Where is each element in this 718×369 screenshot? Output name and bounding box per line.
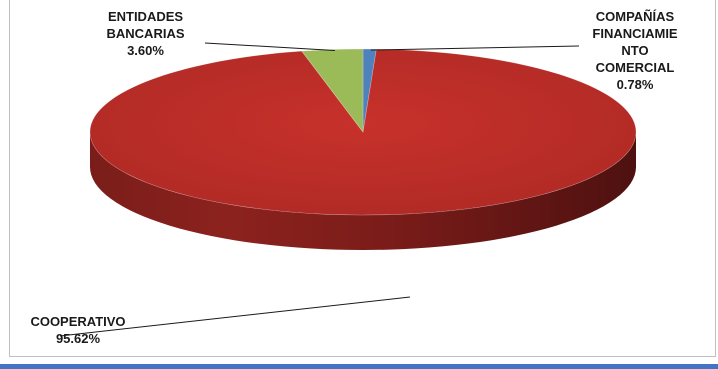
leader-line	[371, 46, 579, 50]
slice-name-line: COOPERATIVO	[18, 313, 138, 330]
pie-slices	[90, 49, 636, 250]
slice-value-label: 3.60%	[88, 42, 203, 59]
slice-name-line: ENTIDADES	[88, 8, 203, 25]
slice-name-line: FINANCIAMIE	[570, 25, 700, 42]
slice-label-companias: COMPAÑÍAS FINANCIAMIE NTO COMERCIAL 0.78…	[570, 8, 700, 93]
slice-name-line: BANCARIAS	[88, 25, 203, 42]
slice-label-cooperativo: COOPERATIVO 95.62%	[18, 313, 138, 347]
slice-value-label: 95.62%	[18, 330, 138, 347]
slice-name-line: NTO	[570, 42, 700, 59]
bottom-accent-bar	[0, 364, 718, 369]
slice-name-line: COMPAÑÍAS	[570, 8, 700, 25]
slice-label-entidades: ENTIDADES BANCARIAS 3.60%	[88, 8, 203, 59]
slice-value-label: 0.78%	[570, 76, 700, 93]
leader-line	[205, 43, 335, 50]
slice-name-line: COMERCIAL	[570, 59, 700, 76]
